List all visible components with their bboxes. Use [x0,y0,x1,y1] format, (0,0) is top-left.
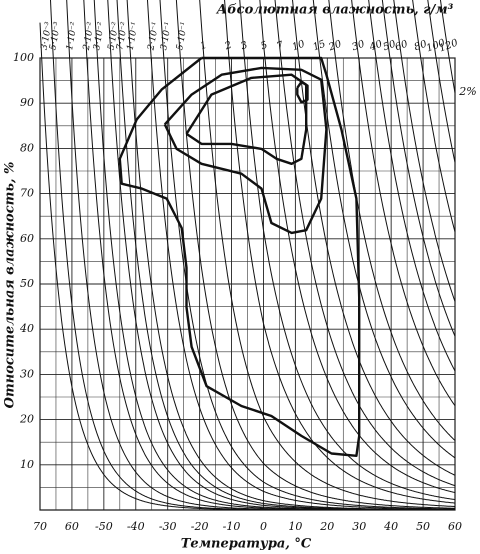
top-tick-label: 1·10⁻² [65,21,80,51]
top-tick-label: 7·10⁻² [115,21,130,51]
y-tick-label: 30 [20,367,34,380]
x-tick-label: 30 [352,520,366,533]
x-tick-label: 70 [33,520,47,533]
top-tick-label: 80 [413,38,429,53]
y-tick-label: 70 [20,187,34,200]
absolute-humidity-curve [259,0,456,494]
x-tick-label: -20 [191,520,209,533]
absolute-humidity-curve [368,0,456,372]
top-tick-label: 3·10⁻³ [40,21,55,51]
absolute-humidity-curve [381,0,456,337]
x-tick-label: 10 [288,520,302,533]
top-tick-label: 40 [367,38,384,53]
absolute-humidity-curve [351,0,456,406]
x-tick-label: -50 [95,520,113,533]
top-tick-label: 20 [326,38,343,53]
absolute-humidity-curve [126,0,456,511]
absolute-humidity-curve [393,0,456,302]
top-tick-label: 2 [223,40,234,53]
top-tick-label: 3 [239,40,249,53]
y-tick-label: 80 [20,141,34,154]
top-tick-label: 5·10⁻² [107,21,122,51]
absolute-humidity-curve [274,0,456,487]
top-tick-label: 3·10⁻² [92,21,107,51]
absolute-humidity-curve [412,0,456,233]
top-tick-label: 5 [259,40,269,53]
y-tick-label: 40 [19,322,34,335]
top-tick-label: 5·10⁻³ [48,21,63,51]
absolute-humidity-curve [175,0,456,509]
absolute-humidity-curve [199,0,455,507]
top-tick-label: 50 [382,38,398,53]
y-tick-label: 60 [20,232,34,245]
y-axis-title: Относительная влажность, % [3,162,18,409]
annotation: 2% [458,85,476,98]
top-tick-label: 10 [291,38,307,53]
contour [185,73,308,165]
top-tick-label: 30 [351,38,367,53]
absolute-humidity-curve [328,0,456,441]
x-tick-label: -10 [223,520,241,533]
top-tick-label: 15 [311,39,327,54]
y-tick-label: 100 [13,51,34,64]
y-tick-label: 50 [20,277,34,290]
contour [296,80,309,104]
top-tick-label: 7 [275,40,285,53]
x-tick-label: 20 [319,520,334,533]
top-tick-label: 1 [199,40,209,53]
x-tick-label: -30 [159,520,177,533]
top-axis-title: Абсолютная влажность, г/м³ [216,3,454,18]
top-tick-label: 60 [394,38,410,53]
x-tick-label: 40 [383,520,398,533]
absolute-humidity-curve [159,0,456,510]
absolute-humidity-curve [146,0,455,510]
x-tick-label: 60 [448,520,462,533]
y-tick-label: 90 [20,96,34,109]
contour [163,66,328,235]
absolute-humidity-curve [224,0,455,504]
absolute-humidity-curve [439,0,456,93]
x-tick-label: 60 [65,520,79,533]
x-axis-title: Температура, °С [181,537,312,552]
contour [118,56,361,457]
top-tick-label: 5·10⁻¹ [175,21,190,51]
absolute-humidity-curve [239,0,456,501]
top-tick-label: 1·10⁻¹ [126,21,141,51]
x-tick-label: 0 [260,520,267,533]
y-tick-label: 20 [19,413,34,426]
absolute-humidity-curve [427,0,456,163]
top-tick-label: 3·10⁻¹ [159,21,174,51]
x-tick-label: -40 [127,520,145,533]
absolute-humidity-curve [292,0,456,476]
x-tick-label: 50 [416,520,430,533]
y-tick-label: 10 [20,458,34,471]
